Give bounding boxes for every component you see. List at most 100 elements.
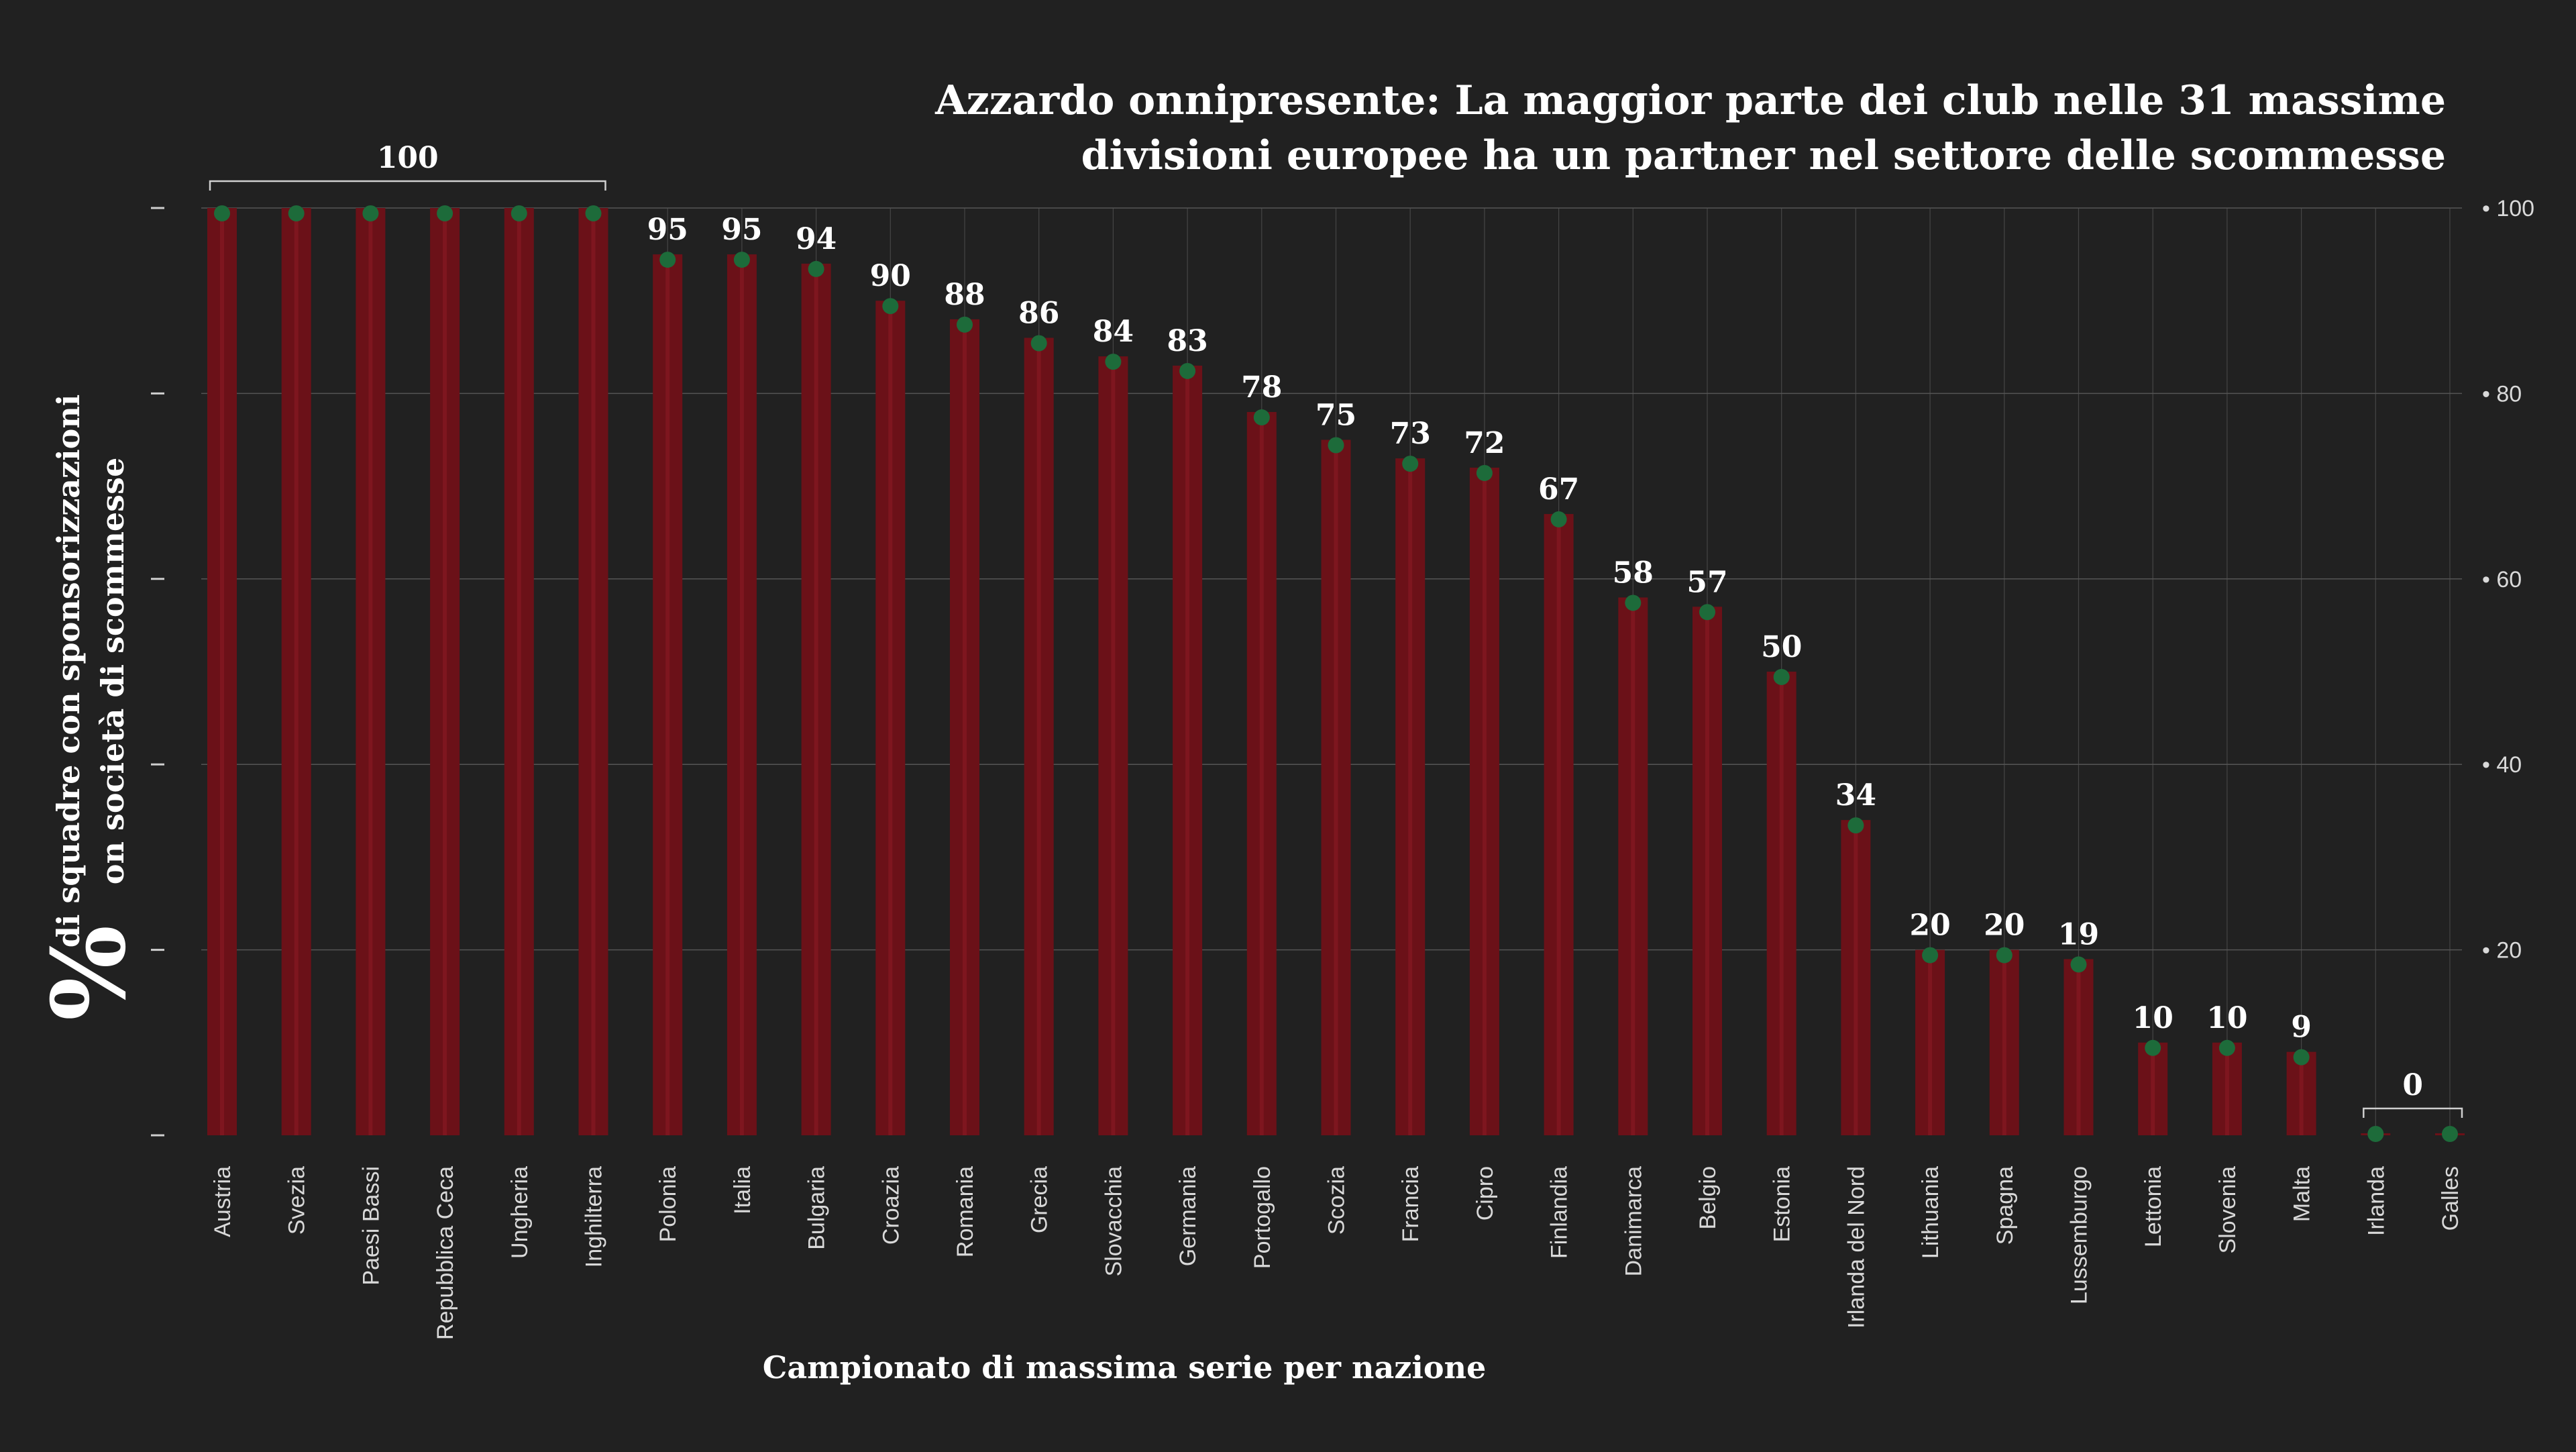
value-marker	[1550, 511, 1567, 528]
value-label: 95	[647, 213, 688, 247]
bar-highlight	[665, 254, 670, 1136]
value-label: 9	[2291, 1010, 2312, 1045]
bar-highlight	[1408, 458, 1413, 1135]
value-marker	[1105, 354, 1122, 370]
x-tick-label: Portogallo	[1250, 1166, 1275, 1269]
value-marker	[1773, 669, 1790, 685]
x-tick-label: Ungheria	[507, 1166, 533, 1259]
bar-highlight	[814, 263, 818, 1135]
bar-highlight	[2076, 959, 2081, 1135]
bar-highlight	[220, 208, 224, 1135]
group-bracket	[209, 180, 606, 191]
value-marker	[214, 205, 230, 221]
x-tick-label: Lussemburgo	[2067, 1166, 2092, 1304]
group-value-label: 100	[377, 141, 439, 175]
value-label: 86	[1018, 296, 1059, 330]
bar-highlight	[1631, 597, 1635, 1135]
y-tick-label: • 60	[2482, 567, 2522, 592]
bar-highlight	[1036, 338, 1041, 1136]
value-marker	[1179, 362, 1196, 379]
value-marker	[1253, 409, 1270, 426]
bar-highlight	[443, 208, 447, 1135]
axis-layer: • 20 • 40 • 60 • 80 • 100 Austria Svezia Paesi …	[151, 196, 2534, 1340]
value-marker	[2293, 1049, 2310, 1066]
value-marker	[1030, 335, 1047, 352]
value-marker	[1402, 456, 1419, 472]
x-tick-label: Estonia	[1770, 1166, 1795, 1242]
value-marker	[1847, 817, 1864, 834]
bar-highlight	[2151, 1042, 2155, 1135]
bar-highlight	[1482, 467, 1487, 1135]
value-marker	[1476, 464, 1493, 481]
x-tick-label: Germania	[1175, 1166, 1201, 1266]
y-tick-label: • 40	[2482, 752, 2522, 778]
bar-highlight	[2002, 949, 2006, 1135]
value-marker	[808, 260, 824, 277]
x-tick-label: Inghilterra	[582, 1166, 607, 1267]
value-marker	[882, 298, 899, 315]
x-tick-label: Malta	[2290, 1166, 2315, 1222]
x-axis-label: Campionato di massima serie per nazione	[763, 1349, 1487, 1386]
value-marker	[362, 205, 379, 221]
y-axis-label-line-2: on società di scommesse	[95, 458, 131, 884]
x-tick-label: Croazia	[878, 1166, 904, 1245]
value-label: 73	[1390, 417, 1431, 451]
bar-highlight	[368, 208, 373, 1135]
bar-highlight	[1259, 412, 1264, 1135]
value-marker	[288, 205, 305, 221]
value-marker	[1996, 947, 2012, 964]
value-label: 94	[796, 222, 837, 256]
group-value-label: 0	[2402, 1068, 2423, 1102]
x-tick-label: Polonia	[655, 1166, 681, 1243]
y-tick-label: • 100	[2482, 196, 2534, 221]
value-marker	[1625, 594, 1642, 611]
x-tick-label: Austria	[210, 1166, 235, 1237]
value-label: 50	[1761, 630, 1802, 664]
bar-highlight	[591, 208, 596, 1135]
value-marker	[1699, 604, 1715, 621]
value-label: 20	[1984, 909, 2025, 943]
bar-highlight	[2224, 1042, 2229, 1135]
x-tick-label: Romania	[953, 1166, 978, 1257]
bar-highlight	[294, 208, 299, 1135]
x-tick-label: Francia	[1398, 1166, 1424, 1242]
bar-highlight	[963, 319, 967, 1136]
value-label: 88	[944, 278, 985, 312]
x-tick-label: Irlanda del Nord	[1843, 1166, 1869, 1329]
bar-highlight	[1779, 672, 1784, 1135]
value-marker	[1328, 437, 1344, 454]
y-tick-label: • 80	[2482, 381, 2522, 407]
y-axis-label-symbol: %	[30, 925, 148, 1021]
x-tick-label: Galles	[2438, 1166, 2463, 1231]
value-marker	[1922, 947, 1939, 964]
x-tick-label: Bulgaria	[804, 1166, 830, 1250]
value-label: 10	[2133, 1001, 2174, 1035]
x-tick-label: Belgio	[1695, 1166, 1721, 1230]
x-tick-label: Slovenia	[2215, 1166, 2241, 1254]
value-marker	[437, 205, 453, 221]
value-marker	[2367, 1126, 2384, 1142]
chart-title-line-1: Azzardo onnipresente: La maggior parte d…	[934, 77, 2446, 124]
value-marker	[585, 205, 602, 221]
value-label: 83	[1167, 324, 1208, 358]
value-marker	[2442, 1126, 2458, 1142]
bar-highlight	[2299, 1051, 2304, 1135]
value-label: 58	[1613, 556, 1654, 590]
value-label: 78	[1241, 370, 1282, 405]
value-label: 10	[2206, 1001, 2247, 1035]
bar-highlight	[739, 254, 744, 1136]
value-label: 95	[721, 213, 762, 247]
value-marker	[2145, 1039, 2161, 1056]
value-label: 90	[870, 259, 911, 293]
bar-highlight	[517, 208, 521, 1135]
x-tick-label: Irlanda	[2363, 1166, 2389, 1236]
x-tick-label: Scozia	[1324, 1166, 1350, 1235]
x-tick-label: Repubblica Ceca	[433, 1166, 458, 1340]
bar-highlight	[1334, 439, 1338, 1135]
x-tick-label: Slovacchia	[1101, 1166, 1126, 1277]
value-label: 67	[1538, 472, 1579, 507]
bar-highlight	[1705, 607, 1709, 1135]
x-tick-label: Grecia	[1027, 1166, 1053, 1233]
y-axis-label: % di squadre con sponsorizzazioni on soc…	[30, 395, 148, 1021]
